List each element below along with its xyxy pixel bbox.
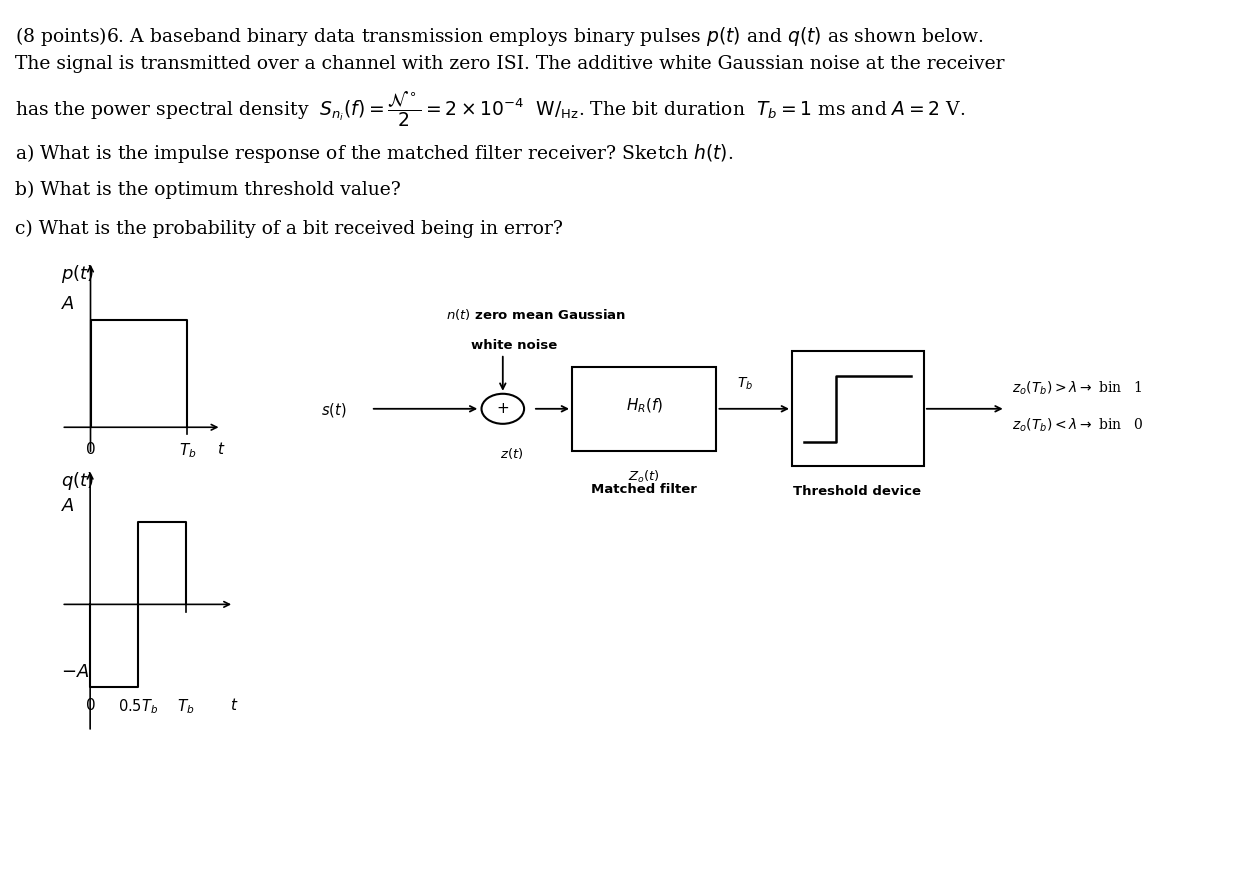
Text: $t$: $t$ <box>230 696 239 712</box>
Text: has the power spectral density  $S_{n_i}(f) = \dfrac{\mathcal{N}^\circ}{2} = 2\t: has the power spectral density $S_{n_i}(… <box>15 89 965 128</box>
Bar <box>792 352 924 467</box>
Text: $H_R(f)$: $H_R(f)$ <box>626 396 662 415</box>
Text: $t$: $t$ <box>217 440 226 456</box>
Text: $T_b$: $T_b$ <box>738 376 753 392</box>
Text: Matched filter: Matched filter <box>591 483 698 496</box>
Text: $A$: $A$ <box>62 496 75 514</box>
Text: $T_b$: $T_b$ <box>177 696 195 715</box>
Text: $A$: $A$ <box>62 294 75 312</box>
Text: a) What is the impulse response of the matched filter receiver? Sketch $h(t)$.: a) What is the impulse response of the m… <box>15 142 733 165</box>
Text: $T_b$: $T_b$ <box>178 440 196 459</box>
Text: The signal is transmitted over a channel with zero ISI. The additive white Gauss: The signal is transmitted over a channel… <box>15 55 1004 73</box>
Text: $0$: $0$ <box>85 440 96 456</box>
Text: white noise: white noise <box>471 339 558 352</box>
Text: $p(t)$: $p(t)$ <box>62 262 94 284</box>
Text: $n(t)$ zero mean Gaussian: $n(t)$ zero mean Gaussian <box>446 307 626 322</box>
Text: $Z_o(t)$: $Z_o(t)$ <box>627 469 660 485</box>
Text: $z(t)$: $z(t)$ <box>500 446 523 461</box>
Text: (8 points)6. A baseband binary data transmission employs binary pulses $p(t)$ an: (8 points)6. A baseband binary data tran… <box>15 25 984 48</box>
Text: $s(t)$: $s(t)$ <box>321 400 346 418</box>
Text: Threshold device: Threshold device <box>793 485 921 498</box>
Text: c) What is the probability of a bit received being in error?: c) What is the probability of a bit rece… <box>15 220 563 238</box>
Text: $-A$: $-A$ <box>62 662 89 680</box>
Text: $0$: $0$ <box>84 696 96 712</box>
Text: $0.5T_b$: $0.5T_b$ <box>118 696 158 715</box>
Bar <box>572 368 716 452</box>
Text: $+$: $+$ <box>497 401 509 416</box>
Text: $q(t)$: $q(t)$ <box>62 470 94 491</box>
Text: b) What is the optimum threshold value?: b) What is the optimum threshold value? <box>15 181 401 199</box>
Text: $z_o(T_b) < \lambda \rightarrow$ bin   0: $z_o(T_b) < \lambda \rightarrow$ bin 0 <box>1012 416 1144 434</box>
Text: $z_o(T_b) > \lambda \rightarrow$ bin   1: $z_o(T_b) > \lambda \rightarrow$ bin 1 <box>1012 379 1143 397</box>
